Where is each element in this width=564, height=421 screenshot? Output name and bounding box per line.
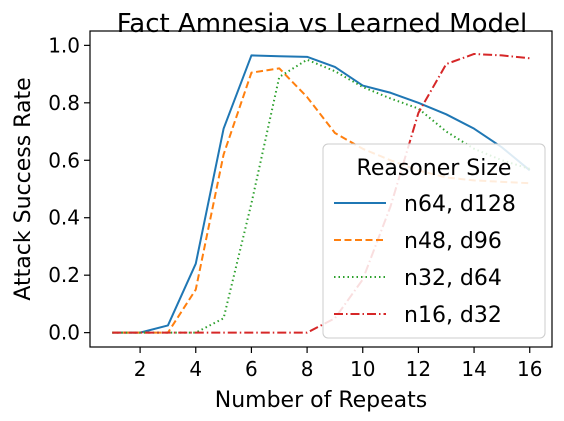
x-axis: 2 4 6 8 10 12 14 16: [134, 347, 542, 381]
x-tick-label: 10: [350, 357, 375, 381]
series-line-1: [112, 54, 531, 334]
series-line-3: [112, 58, 531, 334]
legend-label-4: n16, d32: [404, 303, 502, 328]
y-tick-label: 0.4: [48, 206, 80, 230]
legend-title: Reasoner Size: [357, 156, 512, 181]
x-tick-label: 6: [245, 357, 258, 381]
legend-label-3: n32, d64: [404, 266, 502, 291]
chart-title: Fact Amnesia vs Learned Model: [117, 9, 528, 39]
y-axis-label: Attack Success Rate: [11, 77, 36, 300]
legend-label-2: n48, d96: [404, 229, 502, 254]
y-tick-label: 0.2: [48, 263, 80, 287]
y-tick-label: 1.0: [48, 33, 80, 57]
legend-entries: n64, d128 n48, d96 n32, d64 n16, d32: [334, 192, 516, 328]
legend-box: [322, 143, 546, 339]
x-tick-label: 14: [461, 357, 486, 381]
y-tick-label: 0.8: [48, 91, 80, 115]
axes-frame: [89, 30, 553, 348]
y-tick-label: 0.6: [48, 148, 80, 172]
legend-label-1: n64, d128: [404, 192, 516, 217]
x-tick-label: 8: [301, 357, 314, 381]
x-tick-label: 16: [517, 357, 542, 381]
x-axis-label: Number of Repeats: [215, 388, 427, 413]
y-tick-label: 0.0: [48, 321, 80, 345]
x-tick-label: 2: [134, 357, 147, 381]
x-tick-label: 4: [189, 357, 202, 381]
y-axis: 0.0 0.2 0.4 0.6 0.8 1.0: [48, 33, 90, 345]
series-line-4: [112, 52, 530, 334]
x-tick-label: 12: [406, 357, 431, 381]
